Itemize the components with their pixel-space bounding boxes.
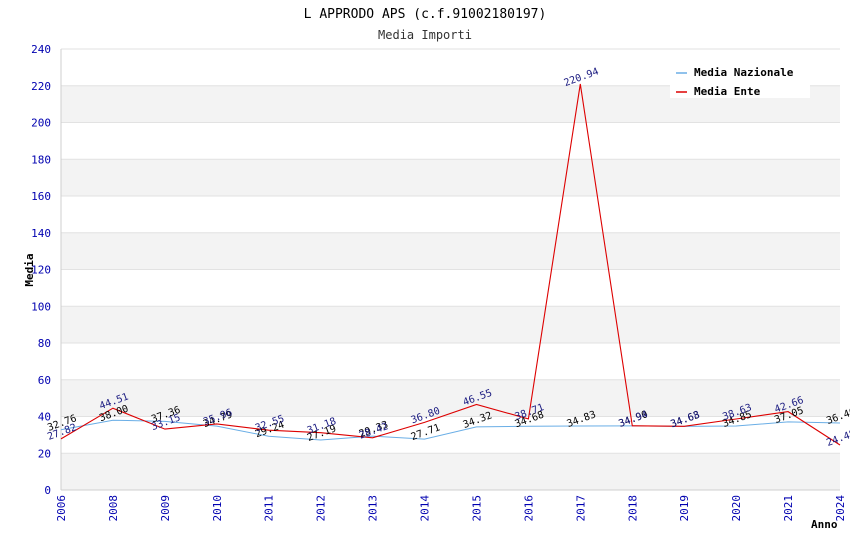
plot-band [61,269,840,307]
x-tick-label: 2018 [626,495,639,522]
chart-subtitle: Media Importi [378,28,472,42]
y-axis-label: Media [23,253,36,286]
y-tick-label: 180 [31,153,51,166]
x-tick-label: 2009 [159,495,172,522]
legend-box [670,60,810,98]
x-tick-label: 2008 [107,495,120,522]
y-tick-label: 100 [31,300,51,313]
y-tick-labels: 0 20 40 60 80 100 120 140 160 180 200 220 240 [31,43,51,497]
plot-band [61,306,840,343]
x-tick-label: 2020 [730,495,743,522]
x-tick-label: 2021 [782,495,795,522]
y-tick-label: 240 [31,43,51,56]
chart-title: L APPRODO APS (c.f.91002180197) [304,7,547,22]
x-tick-label: 2014 [419,495,432,522]
x-tick-label: 2024 [834,495,847,522]
x-tick-label: 2015 [470,495,483,522]
x-tick-label: 2011 [263,495,276,522]
plot-band [61,379,840,417]
y-tick-label: 0 [44,484,51,497]
x-tick-label: 2010 [211,495,224,522]
x-tick-labels: 2006 2008 2009 2010 2011 2012 2013 2014 2015 2016… [55,495,847,522]
plot-band [61,453,840,490]
plot-band [61,122,840,160]
legend: Media Nazionale Media Ente [670,60,810,98]
plot-band [61,343,840,380]
y-tick-label: 220 [31,80,51,93]
series-line-media-nazionale [60,419,841,441]
y-tick-label: 40 [38,411,51,424]
y-tick-label: 120 [31,264,51,277]
y-tick-label: 60 [38,374,51,387]
x-tick-label: 2013 [367,495,380,522]
y-tick-label: 20 [38,447,51,460]
x-tick-label: 2019 [678,495,691,522]
x-tick-label: 2017 [574,495,587,522]
x-axis-label: Anno [811,518,838,531]
series-line-media-ente [60,83,841,446]
plot-band [61,159,840,196]
plot-band [61,196,840,233]
plot-band [61,232,840,270]
x-tick-label: 2016 [522,495,535,522]
legend-label-media-ente: Media Ente [694,85,761,98]
y-tick-label: 140 [31,227,51,240]
axes [60,49,840,491]
y-tick-label: 80 [38,337,51,350]
legend-label-media-nazionale: Media Nazionale [694,66,794,79]
y-tick-label: 160 [31,190,51,203]
x-tick-label: 2012 [315,495,328,522]
x-tick-label: 2006 [55,495,68,522]
y-tick-label: 200 [31,117,51,130]
series-lines [60,83,841,446]
